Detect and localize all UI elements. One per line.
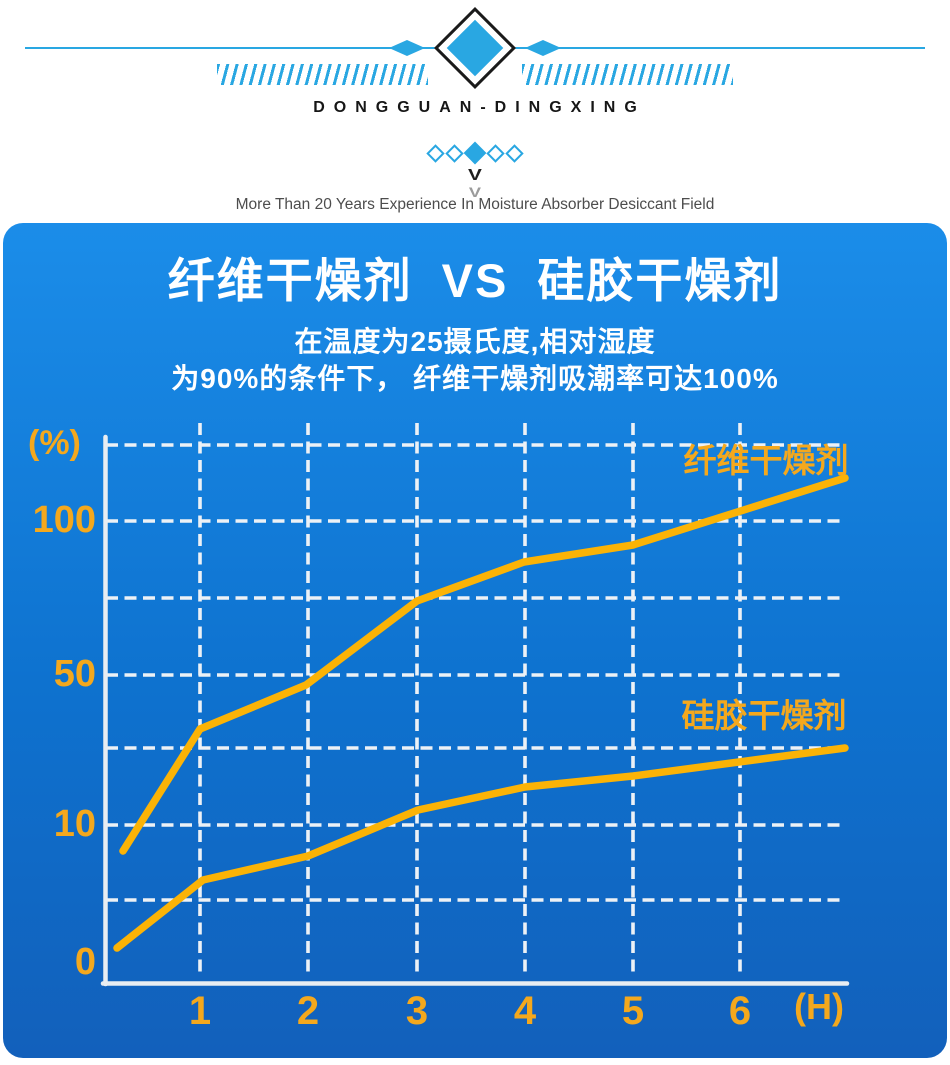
divider-diamond-filled-icon <box>463 141 487 165</box>
brand-diamond-logo <box>433 6 517 90</box>
brand-name: DONGGUAN-DINGXING <box>313 99 646 116</box>
panel-title: 纤维干燥剂 VS 硅胶干燥剂 <box>167 254 783 307</box>
brand-tagline: More Than 20 Years Experience In Moistur… <box>235 196 715 213</box>
ornament-small-diamond-left <box>389 40 425 56</box>
diamond-divider <box>0 141 950 165</box>
divider-diamond-outline-icon <box>426 143 445 163</box>
chevron-down-icon-secondary: V <box>468 184 482 200</box>
brand-diamond-logo-fill <box>446 19 504 77</box>
ornament-hatch-right <box>522 64 733 85</box>
divider-diamond-outline-icon <box>486 143 505 163</box>
ornament-hatch-left <box>217 64 428 85</box>
panel-subtitle-line2: 为90%的条件下， 纤维干燥剂吸潮率可达100% <box>171 363 779 394</box>
divider-diamond-outline-icon <box>505 143 524 163</box>
brand-header: DONGGUAN-DINGXING V V More Than 20 Years… <box>0 0 950 223</box>
ornament-small-diamond-right <box>525 40 561 56</box>
panel-subtitle-line1: 在温度为25摄氏度,相对湿度 <box>294 326 656 357</box>
chevron-down-icon: V <box>468 167 482 184</box>
divider-diamond-outline-icon <box>445 143 464 163</box>
